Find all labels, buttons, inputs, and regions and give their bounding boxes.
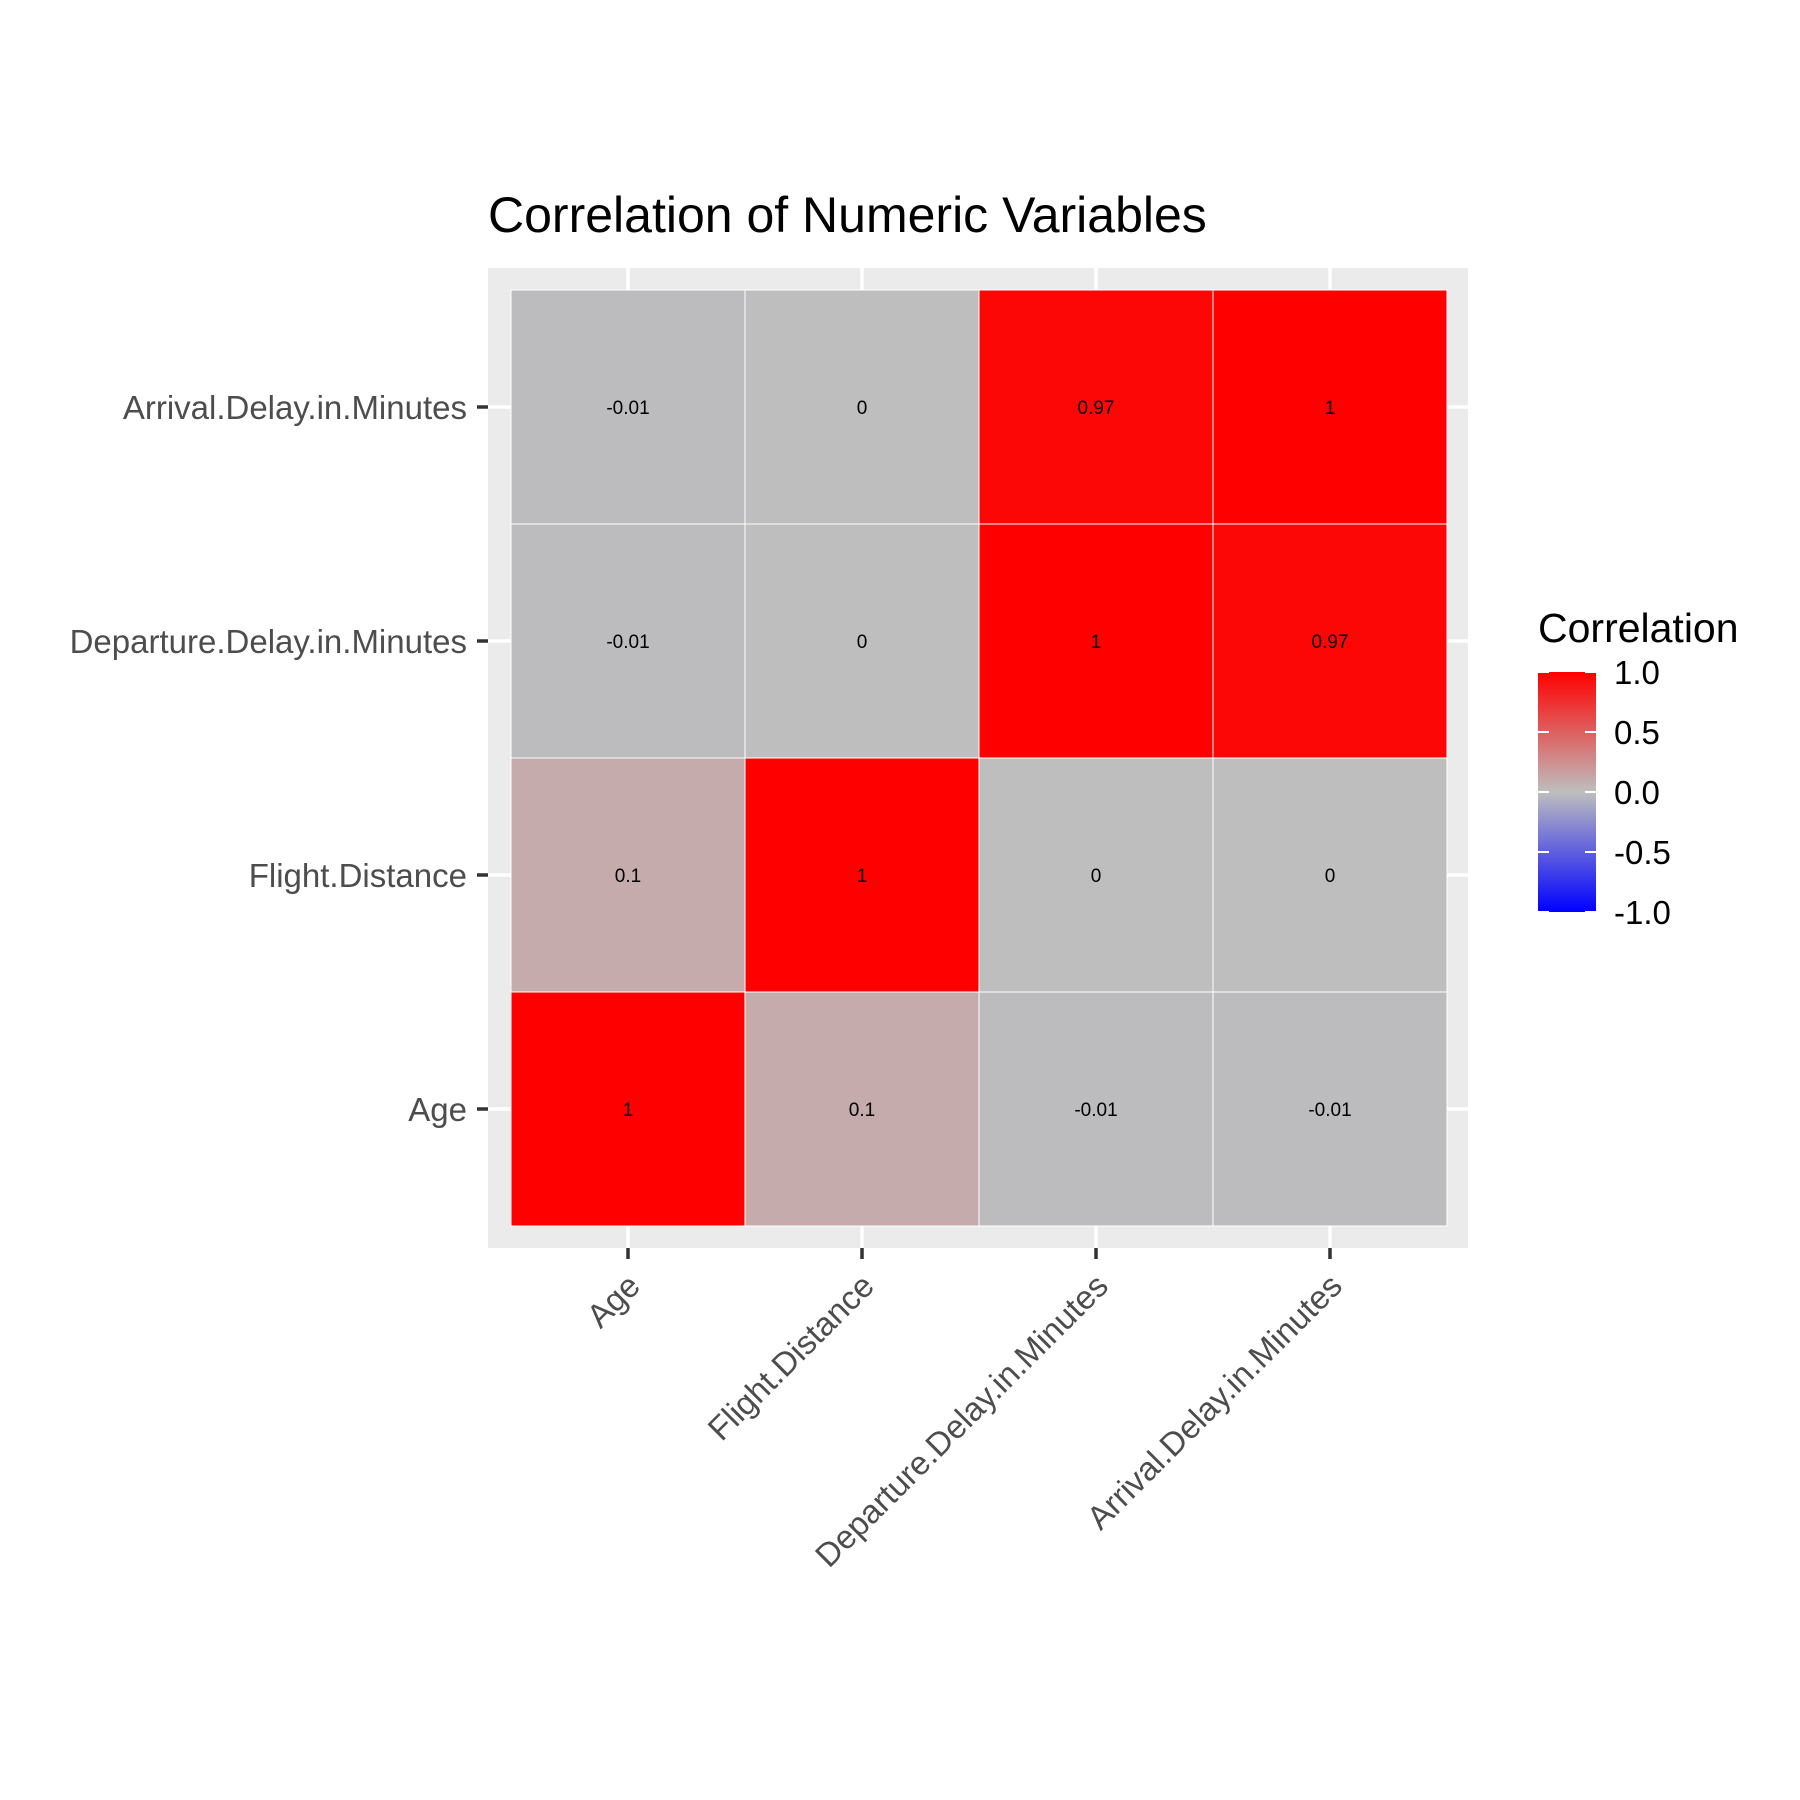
- heatmap-cell: [978, 991, 1214, 1227]
- cell-value-label: 0: [857, 398, 868, 419]
- heatmap-cell: [1212, 289, 1448, 525]
- heatmap-cell: [510, 523, 746, 759]
- legend-break-label: -1.0: [1614, 894, 1671, 931]
- heatmap-cell: [1212, 757, 1448, 993]
- heatmap-cell: [1212, 991, 1448, 1227]
- cell-value-label: 0: [857, 632, 868, 653]
- heatmap-cell: [744, 523, 980, 759]
- heatmap-cell: [978, 523, 1214, 759]
- y-tick-label: Age: [408, 1091, 467, 1128]
- heatmap-cell: [744, 757, 980, 993]
- legend-title: Correlation: [1538, 605, 1739, 651]
- heatmap-cell: [510, 289, 746, 525]
- cell-value-label: 0.1: [849, 1100, 875, 1121]
- legend: Correlation 1.0 0.5 0.0 -0.5 -1.0: [1538, 605, 1739, 931]
- heatmap-cell: [744, 991, 980, 1227]
- cell-value-label: 0.1: [615, 866, 641, 887]
- cell-value-label: 1: [1325, 398, 1336, 419]
- cell-value-label: 0: [1091, 866, 1102, 887]
- heatmap-cell: [978, 757, 1214, 993]
- heatmap-cell: [1212, 523, 1448, 759]
- cell-value-label: 0.97: [1312, 632, 1349, 653]
- legend-break-label: -0.5: [1614, 834, 1671, 871]
- cell-value-label: 1: [857, 866, 868, 887]
- legend-break-label: 1.0: [1614, 654, 1660, 691]
- cell-value-label: -0.01: [606, 632, 649, 653]
- x-tick-label: Age: [579, 1267, 647, 1335]
- y-axis: Age Flight.Distance Departure.Delay.in.Min…: [70, 389, 488, 1128]
- x-tick-label: Flight.Distance: [700, 1267, 881, 1448]
- legend-break-label: 0.5: [1614, 714, 1660, 751]
- legend-break-label: 0.0: [1614, 774, 1660, 811]
- cell-value-label: 0: [1325, 866, 1336, 887]
- heatmap-cell: [978, 289, 1214, 525]
- cell-value-label: -0.01: [1308, 1100, 1351, 1121]
- cell-value-label: -0.01: [1074, 1100, 1117, 1121]
- x-tick-label: Arrival.Delay.in.Minutes: [1079, 1267, 1349, 1537]
- cell-value-label: -0.01: [606, 398, 649, 419]
- y-tick-label: Departure.Delay.in.Minutes: [70, 623, 467, 660]
- heatmap-cell: [510, 991, 746, 1227]
- cell-value-label: 1: [623, 1100, 634, 1121]
- cell-value-label: 0.97: [1078, 398, 1115, 419]
- cell-value-label: 1: [1091, 632, 1102, 653]
- heatmap-cells: [510, 289, 1448, 1227]
- chart-title: Correlation of Numeric Variables: [488, 187, 1207, 243]
- x-axis: Age Flight.DistanceDeparture.Delay.in.Min…: [579, 1248, 1349, 1574]
- cell-labels: 1 0.1 -0.01 -0.01 0.1 1 0 0 -0.01 0 1 0.97 -0.01 0 0.9…: [606, 398, 1351, 1121]
- heatmap-cell: [510, 757, 746, 993]
- y-tick-label: Flight.Distance: [249, 857, 467, 894]
- y-tick-label: Arrival.Delay.in.Minutes: [123, 389, 467, 426]
